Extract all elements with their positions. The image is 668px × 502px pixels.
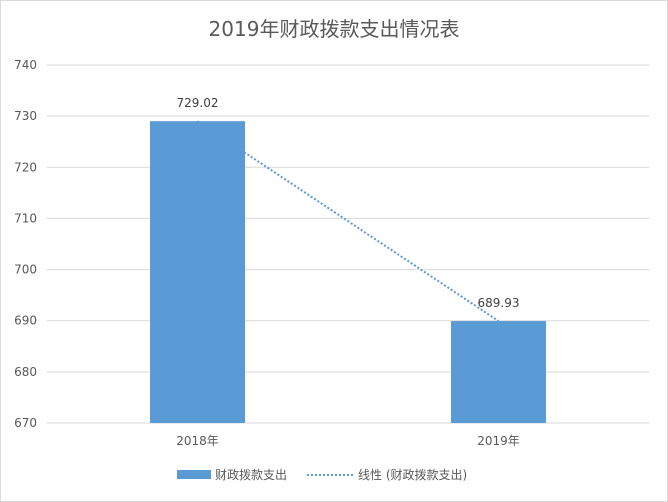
y-tick-label: 710 — [14, 211, 37, 225]
legend: 财政拨款支出 线性 (财政拨款支出) — [177, 468, 467, 482]
bar — [451, 321, 546, 423]
y-tick-label: 690 — [14, 314, 37, 328]
y-tick-label: 700 — [14, 263, 37, 277]
legend-swatch-bar — [177, 470, 211, 479]
x-tick-label: 2018年 — [176, 434, 219, 448]
data-label: 689.93 — [478, 296, 520, 310]
chart-title: 2019年财政拨款支出情况表 — [209, 17, 460, 41]
x-axis-ticks: 2018年 2019年 — [176, 434, 520, 448]
y-tick-label: 680 — [14, 365, 37, 379]
gridlines — [47, 64, 649, 424]
trendline — [196, 120, 500, 322]
y-tick-label: 730 — [14, 109, 37, 123]
legend-label-trendline: 线性 (财政拨款支出) — [358, 468, 467, 482]
y-tick-label: 670 — [14, 416, 37, 430]
bars — [150, 121, 546, 424]
y-tick-label: 720 — [14, 160, 37, 174]
data-labels: 729.02 689.93 — [177, 96, 520, 310]
x-tick-label: 2019年 — [477, 434, 520, 448]
trendline-line — [196, 120, 500, 322]
bar — [150, 121, 245, 424]
y-axis-ticks: 670 680 690 700 710 720 730 740 — [14, 58, 37, 430]
y-tick-label: 740 — [14, 58, 37, 72]
data-label: 729.02 — [177, 96, 219, 110]
legend-label-series: 财政拨款支出 — [215, 468, 287, 482]
